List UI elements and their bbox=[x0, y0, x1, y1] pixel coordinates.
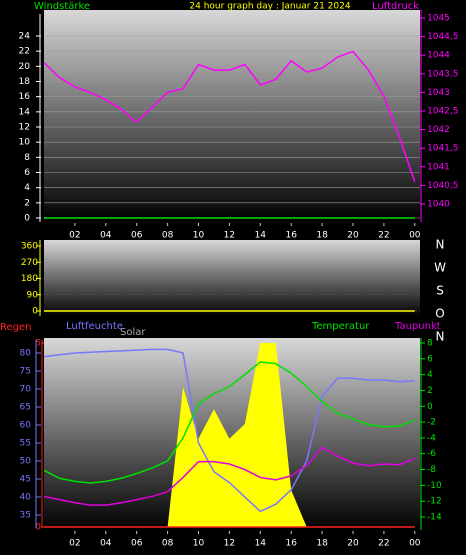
x-tick-label: 10 bbox=[193, 539, 205, 549]
y2-tick-label: 1044 bbox=[427, 51, 450, 61]
x-tick-label: 04 bbox=[100, 231, 112, 241]
x-tick-label: 08 bbox=[162, 539, 174, 549]
y-tick-label: 90 bbox=[27, 290, 39, 300]
y-tick-label: 80 bbox=[20, 349, 32, 359]
y2-tick-label: W bbox=[434, 261, 446, 275]
series-label: Taupunkt bbox=[394, 321, 441, 332]
y-tick-label: 20 bbox=[19, 62, 31, 72]
series-label: Regen bbox=[0, 322, 32, 333]
y2-tick-label: 1040 bbox=[427, 200, 450, 210]
x-tick-label: 22 bbox=[378, 539, 389, 549]
series-label: Temperatur bbox=[311, 321, 370, 332]
y2-tick-label: 1040,5 bbox=[427, 181, 459, 191]
y2-tick-label: O bbox=[435, 307, 444, 321]
x-tick-label: 14 bbox=[255, 539, 267, 549]
y2-tick-label: 1044,5 bbox=[427, 32, 459, 42]
y-tick-label: 270 bbox=[21, 258, 38, 268]
line bbox=[43, 348, 415, 513]
x-tick-label: 18 bbox=[316, 231, 328, 241]
y2-tick-label: 0 bbox=[427, 402, 433, 412]
y-tick-label: 0 bbox=[32, 307, 38, 317]
x-tick-label: 10 bbox=[193, 231, 205, 241]
area bbox=[44, 343, 415, 527]
x-tick-label: 20 bbox=[347, 539, 359, 549]
y-tick-label: 40 bbox=[20, 493, 32, 503]
line bbox=[43, 446, 416, 506]
y-tick-label: 8 bbox=[24, 153, 30, 163]
y-tick-label: 18 bbox=[19, 77, 31, 87]
series-label: Luftdruck bbox=[372, 1, 419, 12]
y-tick-label: 50 bbox=[20, 457, 32, 467]
y-tick-label: 70 bbox=[20, 385, 32, 395]
y-tick-label: 16 bbox=[19, 92, 31, 102]
x-tick-label: 06 bbox=[131, 231, 143, 241]
y-tick-label: 22 bbox=[19, 47, 30, 57]
y-tick-label: 12 bbox=[19, 123, 30, 133]
y2-tick-label: 1043,5 bbox=[427, 69, 459, 79]
y-tick-label: 4 bbox=[24, 183, 30, 193]
y2-tick-label: -12 bbox=[427, 497, 442, 507]
y2-tick-label: 1041 bbox=[427, 162, 450, 172]
y-tick-label: 180 bbox=[21, 274, 38, 284]
x-tick-label: 08 bbox=[162, 231, 174, 241]
y2-tick-label: -10 bbox=[427, 481, 442, 491]
y-tick-label: 75 bbox=[20, 367, 31, 377]
y2-tick-label: -14 bbox=[427, 513, 442, 523]
x-tick-label: 02 bbox=[69, 539, 80, 549]
y2-tick-label: 1042,5 bbox=[427, 107, 459, 117]
y2-tick-label: -6 bbox=[427, 449, 436, 459]
line bbox=[43, 361, 416, 484]
x-tick-label: 20 bbox=[347, 231, 359, 241]
y-tick-label: 14 bbox=[19, 107, 31, 117]
plot-area bbox=[44, 240, 420, 316]
y-tick-label: 60 bbox=[20, 421, 32, 431]
chart-title: 24 hour graph day : Januar 21 2024 bbox=[189, 2, 350, 12]
y2-tick-label: 1042 bbox=[427, 125, 450, 135]
x-tick-label: 12 bbox=[224, 539, 235, 549]
series-label: Solar bbox=[120, 327, 146, 338]
y2-tick-label: S bbox=[436, 284, 444, 298]
y2-tick-label: -2 bbox=[427, 418, 436, 428]
y2-tick-label: 2 bbox=[427, 386, 433, 396]
x-tick-label: 00 bbox=[409, 539, 421, 549]
y2-tick-label: -8 bbox=[427, 465, 436, 475]
x-tick-label: 12 bbox=[224, 231, 235, 241]
x-tick-label: 06 bbox=[131, 539, 143, 549]
series-label: Luftfeuchte bbox=[66, 321, 123, 332]
y-tick-label: 360 bbox=[21, 242, 38, 252]
y2-tick-label: 1041,5 bbox=[427, 144, 459, 154]
y2-tick-label: 1045 bbox=[427, 14, 450, 24]
y3-tick-label: 0 bbox=[35, 523, 41, 533]
x-tick-label: 22 bbox=[378, 231, 389, 241]
y-tick-label: 0 bbox=[24, 214, 30, 224]
y-tick-label: 65 bbox=[20, 403, 31, 413]
x-tick-label: 00 bbox=[409, 231, 421, 241]
y2-tick-label: -4 bbox=[427, 433, 436, 443]
line bbox=[43, 50, 416, 182]
y2-tick-label: 8 bbox=[427, 339, 433, 349]
x-tick-label: 04 bbox=[100, 539, 112, 549]
y-tick-label: 45 bbox=[20, 475, 31, 485]
x-tick-label: 16 bbox=[285, 231, 297, 241]
y-tick-label: 2 bbox=[24, 198, 30, 208]
y-tick-label: 24 bbox=[19, 32, 31, 42]
y-tick-label: 10 bbox=[19, 138, 31, 148]
y2-tick-label: 4 bbox=[427, 370, 433, 380]
y2-tick-label: N bbox=[436, 238, 445, 252]
x-tick-label: 14 bbox=[255, 231, 267, 241]
x-tick-label: 02 bbox=[69, 231, 80, 241]
x-tick-label: 16 bbox=[285, 539, 297, 549]
y2-tick-label: 1043 bbox=[427, 88, 450, 98]
plot-area bbox=[44, 10, 420, 222]
series-label: Windstärke bbox=[34, 1, 90, 12]
y3-tick-label: 5 bbox=[35, 339, 41, 349]
y-tick-label: 55 bbox=[20, 439, 31, 449]
y2-tick-label: N bbox=[436, 330, 445, 344]
y-tick-label: 6 bbox=[24, 168, 30, 178]
x-tick-label: 18 bbox=[316, 539, 328, 549]
y-tick-label: 35 bbox=[20, 511, 31, 521]
y2-tick-label: 6 bbox=[427, 354, 433, 364]
